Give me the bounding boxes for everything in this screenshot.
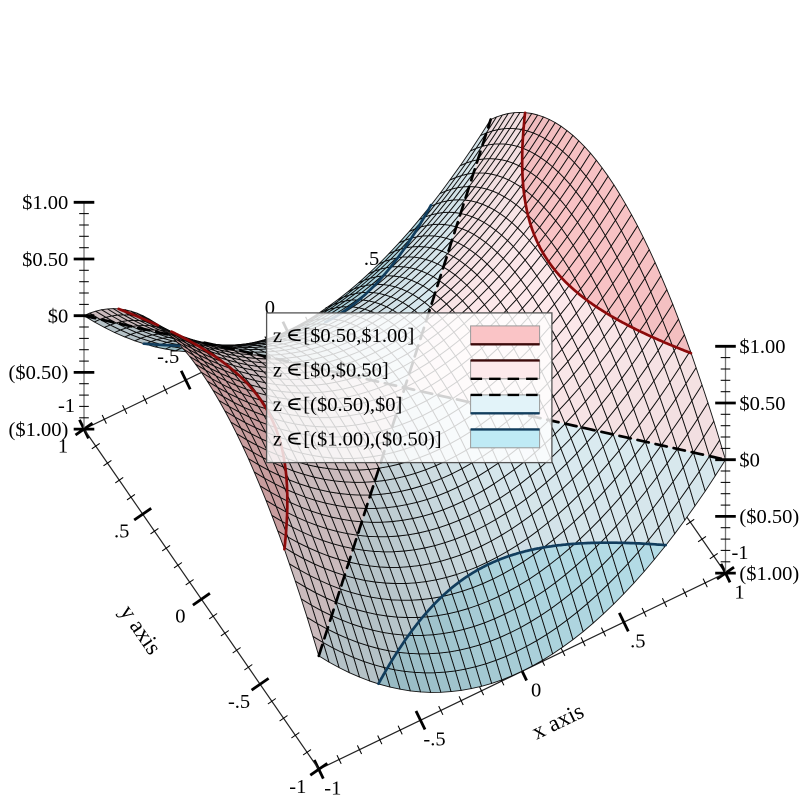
svg-text:z: z bbox=[273, 360, 282, 382]
svg-text:.5: .5 bbox=[630, 631, 645, 653]
svg-text:($0.50): ($0.50) bbox=[739, 506, 799, 528]
svg-text:($0.50): ($0.50) bbox=[9, 362, 69, 384]
svg-text:($1.00): ($1.00) bbox=[739, 563, 799, 585]
svg-text:-1: -1 bbox=[324, 778, 341, 800]
svg-text:-.5: -.5 bbox=[157, 346, 179, 368]
svg-text:-1: -1 bbox=[58, 395, 75, 417]
svg-text:-1: -1 bbox=[289, 776, 306, 798]
svg-text:[($1.00),($0.50)]: [($1.00),($0.50)] bbox=[303, 429, 441, 451]
svg-text:$0: $0 bbox=[739, 450, 760, 472]
svg-text:z: z bbox=[273, 394, 282, 416]
svg-text:1: 1 bbox=[58, 436, 68, 458]
svg-text:-1: -1 bbox=[731, 542, 748, 564]
svg-text:z: z bbox=[273, 325, 282, 347]
svg-text:-.5: -.5 bbox=[423, 729, 445, 751]
svg-text:-.5: -.5 bbox=[228, 691, 250, 713]
svg-text:$1.00: $1.00 bbox=[22, 192, 68, 214]
svg-text:($1.00): ($1.00) bbox=[9, 419, 69, 441]
svg-text:.5: .5 bbox=[364, 248, 379, 270]
svg-text:$0.50: $0.50 bbox=[22, 249, 68, 271]
svg-text:0: 0 bbox=[531, 680, 541, 702]
svg-text:z: z bbox=[273, 429, 282, 451]
svg-text:0: 0 bbox=[265, 297, 275, 319]
svg-text:0: 0 bbox=[175, 606, 185, 628]
svg-text:.5: .5 bbox=[114, 521, 129, 543]
svg-text:[($0.50),$0]: [($0.50),$0] bbox=[303, 394, 402, 416]
svg-text:[$0,$0.50]: [$0,$0.50] bbox=[303, 360, 388, 382]
svg-text:$0: $0 bbox=[48, 306, 69, 328]
svg-text:$0.50: $0.50 bbox=[739, 393, 785, 415]
svg-text:$1.00: $1.00 bbox=[739, 336, 785, 358]
svg-text:[$0.50,$1.00]: [$0.50,$1.00] bbox=[303, 325, 414, 347]
svg-text:1: 1 bbox=[734, 582, 744, 604]
